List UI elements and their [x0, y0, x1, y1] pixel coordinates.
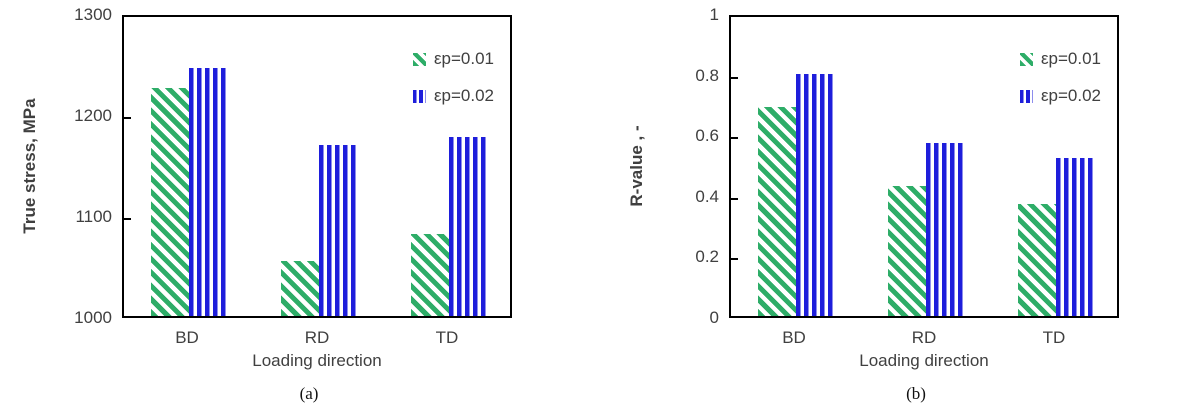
- x-category-label-rd: RD: [911, 328, 937, 347]
- bar-rd-series2: [926, 143, 964, 316]
- y-tick-label: 1100: [75, 207, 112, 226]
- bar-bd-series2: [796, 73, 834, 316]
- legend-item-ep002: εp=0.02: [412, 86, 494, 106]
- y-tick-label: 0.2: [695, 247, 719, 267]
- legend-item-ep002: εp=0.02: [1019, 86, 1101, 106]
- bar-td-series1: [411, 234, 449, 316]
- x-category-label-bd: BD: [175, 328, 199, 347]
- bar-bd-series1: [151, 87, 189, 316]
- y-tick-mark: [731, 197, 738, 200]
- caption-b: (b): [906, 384, 926, 403]
- y-tick-mark: [124, 117, 131, 119]
- x-axis-title-b: Loading direction: [859, 351, 989, 370]
- x-category-label-rd: RD: [304, 328, 330, 347]
- x-category-label-td: TD: [435, 328, 459, 347]
- x-category-label-bd: BD: [782, 328, 806, 347]
- y-tick-label: 0.6: [695, 126, 719, 146]
- bar-td-series2: [1056, 158, 1094, 316]
- y-tick-label: 1: [709, 5, 719, 24]
- y-tick-label: 1200: [74, 106, 112, 125]
- plot-area-a: εp=0.01 εp=0.02: [122, 15, 512, 318]
- plot-area-b: εp=0.01 εp=0.02: [729, 15, 1119, 318]
- bar-rd-series2: [319, 145, 357, 316]
- legend-b: εp=0.01 εp=0.02: [1019, 49, 1101, 106]
- hatch-swatch-icon: [1019, 52, 1033, 66]
- hatch-swatch-icon: [412, 52, 426, 66]
- y-tick-label: 0.8: [695, 65, 719, 85]
- x-category-label-td: TD: [1042, 328, 1066, 347]
- caption-a: (a): [299, 384, 319, 403]
- x-axis-title-a: Loading direction: [252, 351, 382, 370]
- bar-bd-series2: [189, 67, 227, 316]
- y-tick-label: 0.4: [695, 186, 719, 206]
- bar-rd-series1: [281, 260, 319, 316]
- bar-td-series1: [1018, 203, 1056, 316]
- stripe-swatch-icon: [1019, 89, 1033, 103]
- y-tick-label: 1300: [74, 5, 112, 24]
- legend-a: εp=0.01 εp=0.02: [412, 49, 494, 106]
- bar-td-series2: [449, 137, 487, 316]
- y-tick-label: 0: [709, 308, 719, 327]
- legend-label-ep002: εp=0.02: [1040, 86, 1101, 105]
- bar-rd-series1: [888, 185, 926, 316]
- chart-a-panel: True stress, MPa εp=0.01 εp=0.02 Loading…: [20, 5, 512, 403]
- legend-item-ep001: εp=0.01: [412, 49, 494, 69]
- legend-item-ep001: εp=0.01: [1019, 49, 1101, 69]
- bar-bd-series1: [758, 106, 796, 316]
- chart-b-panel: R-value , - εp=0.01 εp=0.02 Loading dire…: [607, 0, 1189, 411]
- y-tick-mark: [731, 137, 738, 140]
- legend-label-ep001: εp=0.01: [433, 49, 494, 68]
- y-tick-label: 1000: [74, 308, 112, 327]
- y-tick-mark: [731, 76, 738, 79]
- stripe-swatch-icon: [412, 89, 426, 103]
- y-tick-mark: [124, 218, 131, 220]
- legend-label-ep001: εp=0.01: [1040, 49, 1101, 68]
- legend-label-ep002: εp=0.02: [433, 86, 494, 105]
- y-tick-mark: [731, 258, 738, 261]
